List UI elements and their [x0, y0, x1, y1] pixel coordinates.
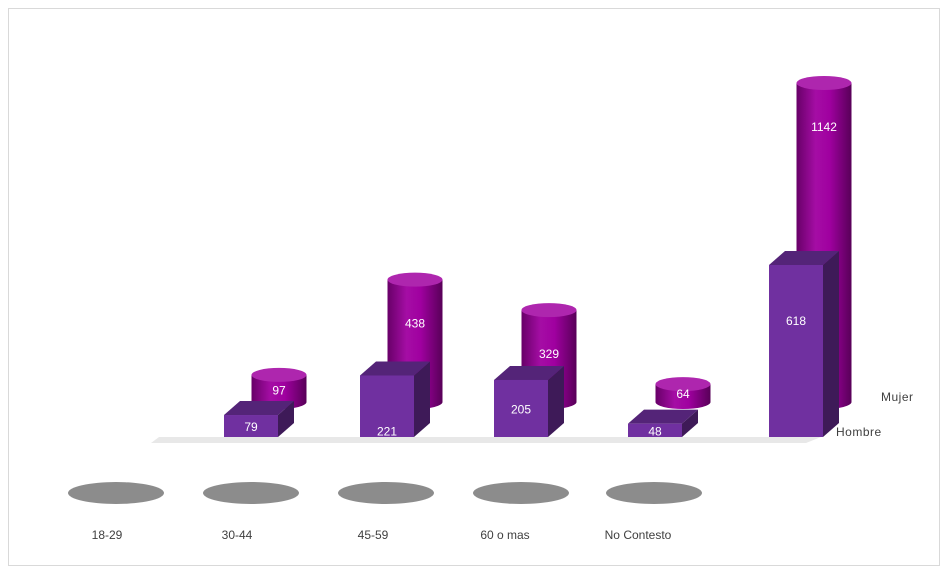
mujer-value-label-1: 97 [272, 383, 286, 397]
category-label-2: 45-59 [358, 528, 389, 542]
hombre-bar-1 [224, 415, 278, 437]
hombre-bar-side-4 [682, 409, 698, 437]
mujer-value-label-2: 438 [405, 317, 425, 331]
hombre-bar-side-2 [414, 361, 430, 437]
hombre-value-label-3: 205 [511, 402, 531, 416]
hombre-value-label-1: 79 [244, 420, 258, 434]
chart-frame: 97 438 329 64 1142 79 221 205 48 618 18-29 30-44 45-… [8, 8, 940, 566]
series-label-mujer: Mujer [881, 390, 914, 404]
hombre-bar-top-5 [769, 251, 839, 265]
hombre-value-label-4: 48 [648, 424, 662, 438]
hombre-value-label-5: 618 [786, 314, 806, 328]
mujer-cylinder-top-4 [655, 377, 711, 392]
mujer-value-label-3: 329 [539, 347, 559, 361]
mujer-value-label-4: 64 [676, 387, 690, 401]
mujer-cylinder-4 [655, 384, 711, 410]
hombre-value-label-2: 221 [377, 424, 397, 438]
hombre-bar-5 [769, 265, 823, 437]
floor-shadow-3 [473, 482, 569, 504]
mujer-cylinder-top-3 [521, 303, 577, 318]
hombre-bar-2 [360, 375, 414, 437]
category-label-0: 18-29 [92, 528, 123, 542]
mujer-cylinder-top-5 [796, 76, 852, 90]
mujer-value-label-5: 1142 [811, 120, 837, 134]
floor-shadow-0 [68, 482, 164, 504]
mujer-cylinder-1 [251, 374, 307, 409]
series-label-hombre: Hombre [836, 425, 882, 439]
hombre-bar-side-3 [548, 365, 564, 437]
category-label-1: 30-44 [222, 528, 253, 542]
category-label-3: 60 o mas [480, 528, 529, 542]
hombre-bar-4 [628, 423, 682, 437]
floor-shadow-1 [203, 482, 299, 504]
hombre-bar-side-5 [823, 251, 839, 437]
hombre-bar-top-2 [360, 361, 430, 376]
hombre-bar-top-4 [628, 409, 698, 424]
hombre-bar-side-1 [278, 401, 294, 437]
hombre-bar-top-3 [494, 365, 564, 380]
mujer-cylinder-top-2 [387, 272, 443, 287]
floor-shadow-4 [606, 482, 702, 504]
mujer-cylinder-top-1 [251, 367, 307, 382]
chart-svg: 97 438 329 64 1142 79 221 205 48 618 18-29 30-44 45-… [68, 76, 914, 542]
category-label-4: No Contesto [605, 528, 672, 542]
hombre-bar-top-1 [224, 401, 294, 416]
floor-shadow-2 [338, 482, 434, 504]
hombre-bar-3 [494, 379, 548, 437]
floor-band [151, 437, 821, 443]
